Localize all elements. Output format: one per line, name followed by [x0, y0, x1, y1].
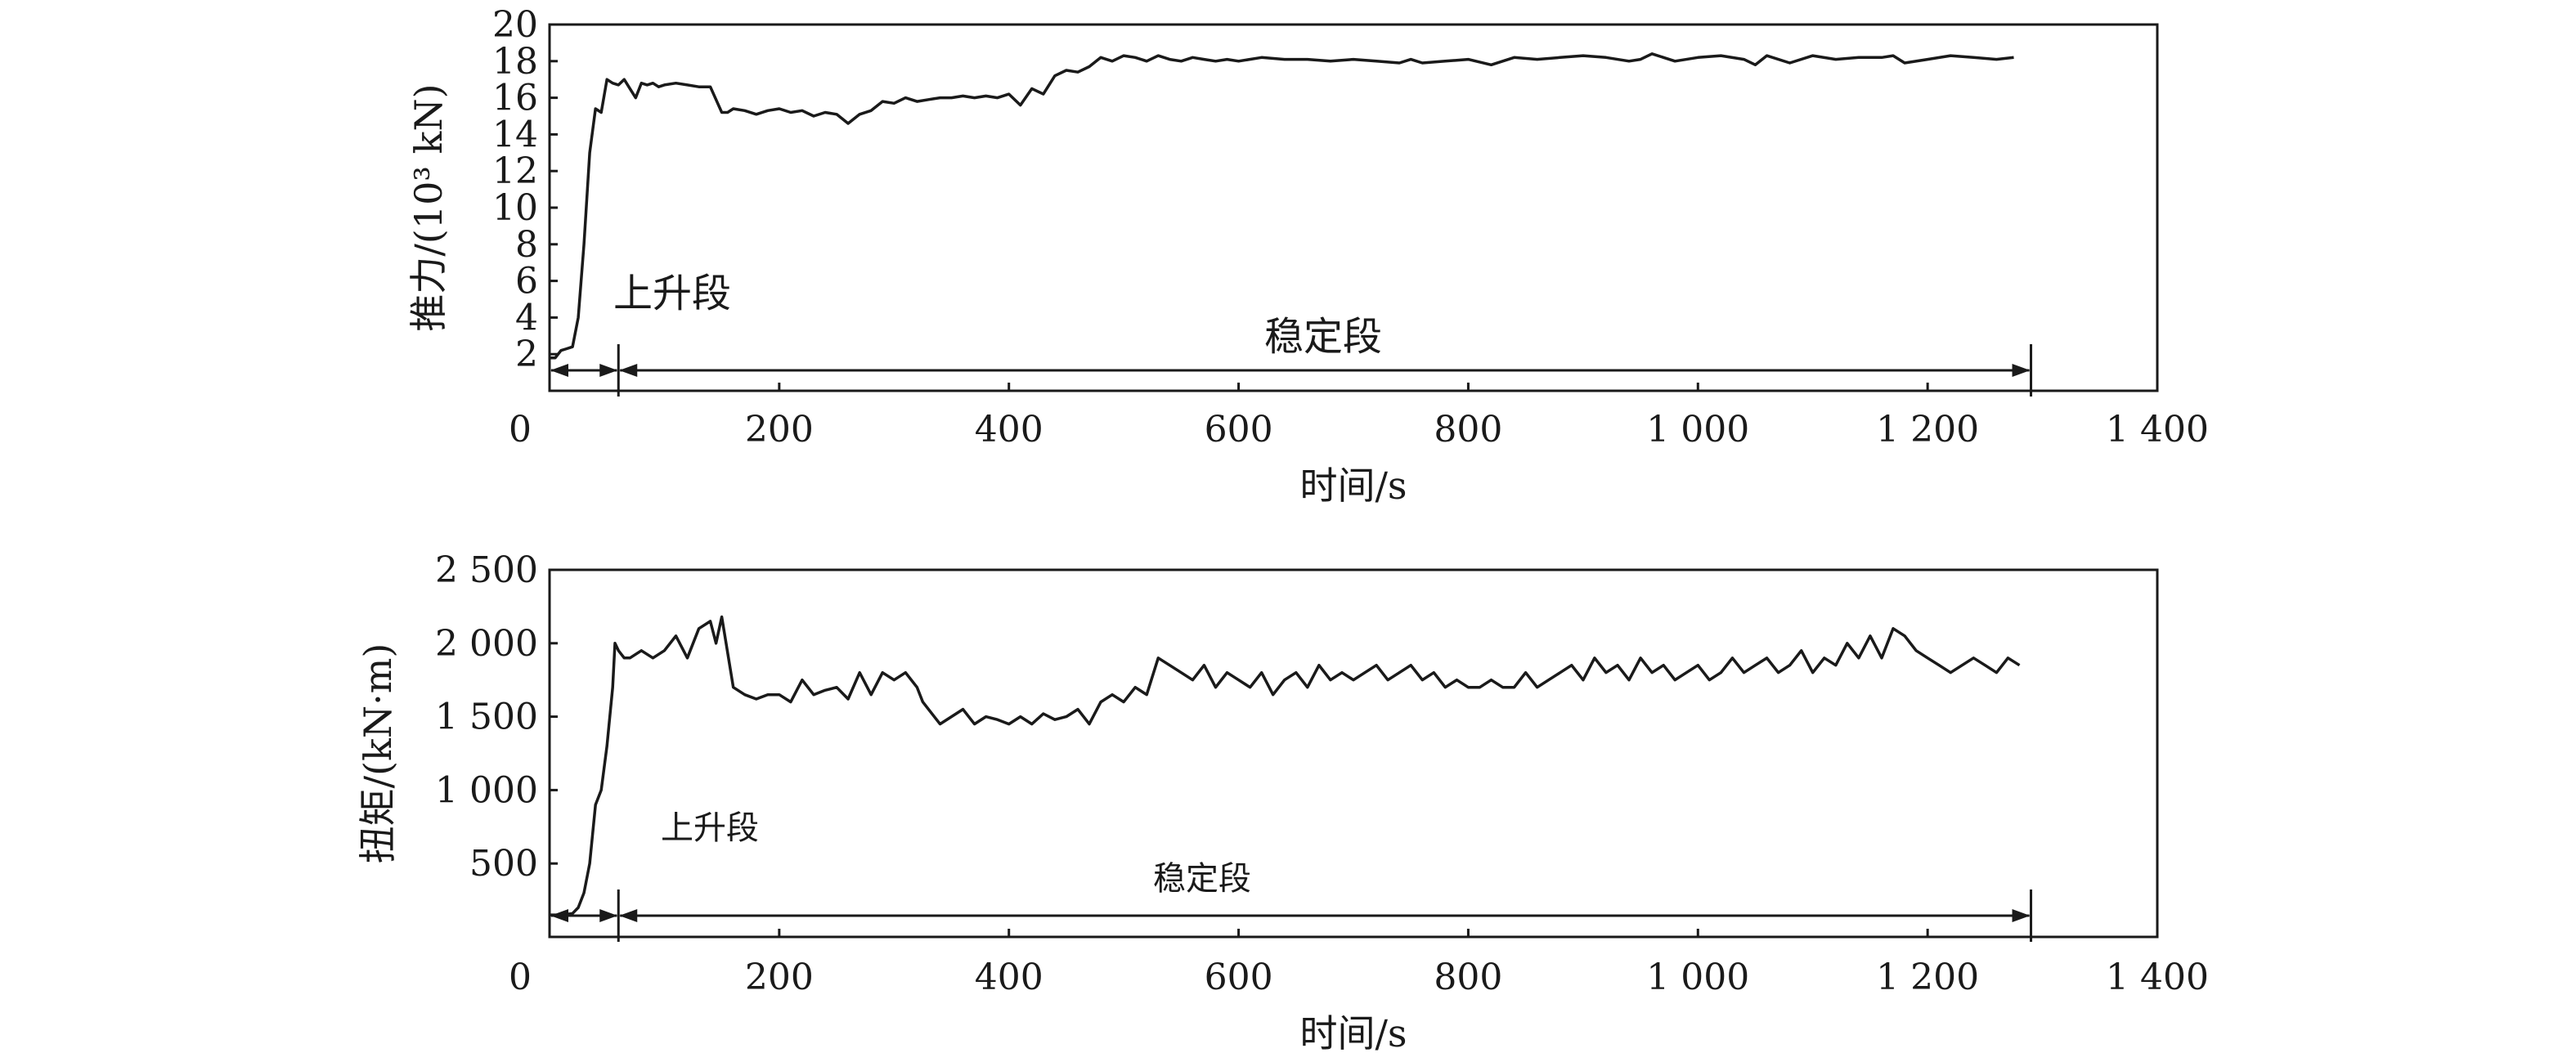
arrow-head-right	[2012, 909, 2031, 922]
phase-arrow: 稳定段	[619, 314, 2033, 397]
arrow-head-left	[619, 364, 638, 377]
y-tick-label: 1 000	[435, 769, 538, 811]
y-tick-label: 20	[492, 4, 538, 46]
torque-chart: 500 1 000 1 500 2 000 2 500 0 200 400 600 800 1 00…	[356, 549, 2209, 1055]
y-tick-label: 8	[515, 224, 538, 266]
arrow-head-left	[619, 909, 638, 922]
arrow-head-right	[599, 909, 618, 922]
phase-arrow: 上升段	[550, 271, 731, 397]
y-tick-label: 500	[469, 843, 538, 885]
y-tick-label: 10	[492, 187, 538, 229]
x-tick-label: 200	[745, 409, 814, 450]
arrow-head-right	[2012, 364, 2031, 377]
y-tick-label: 14	[492, 114, 538, 155]
y-axis-label: 扭矩/(kN·m)	[356, 643, 400, 864]
y-tick-label: 18	[492, 41, 538, 83]
arrow-head-left	[550, 909, 568, 922]
x-tick-label: 0	[509, 957, 532, 998]
y-tick-label: 16	[492, 78, 538, 119]
x-tick-label: 600	[1205, 409, 1273, 450]
phase-label: 稳定段	[1153, 860, 1251, 898]
y-tick-label: 1 500	[435, 697, 538, 738]
x-tick-label: 1 000	[1646, 957, 1749, 998]
phase-label: 上升段	[661, 809, 759, 847]
y-tick-label: 2 000	[435, 623, 538, 665]
y-tick-label: 2 500	[435, 549, 538, 591]
x-tick-label: 200	[745, 957, 814, 998]
series-line	[550, 615, 2021, 916]
arrow-head-left	[550, 364, 568, 377]
plot-frame	[548, 568, 2159, 939]
phase-arrow: 稳定段	[619, 860, 2033, 942]
y-tick-label: 4	[515, 297, 538, 338]
series-line	[550, 52, 2014, 360]
x-axis-label: 时间/s	[1299, 1011, 1407, 1055]
phase-label: 上升段	[613, 271, 731, 316]
y-tick-label: 2	[515, 334, 538, 375]
x-axis-label: 时间/s	[1299, 464, 1407, 508]
arrow-head-right	[599, 364, 618, 377]
x-tick-label: 800	[1434, 409, 1502, 450]
phase-label: 稳定段	[1264, 314, 1382, 360]
x-tick-label: 1 400	[2106, 409, 2209, 450]
x-tick-label: 1 200	[1876, 409, 1979, 450]
x-tick-label: 800	[1434, 957, 1502, 998]
x-tick-label: 1 000	[1646, 409, 1749, 450]
y-tick-label: 6	[515, 261, 538, 302]
y-tick-label: 12	[492, 150, 538, 192]
phase-arrow: 上升段	[550, 809, 759, 942]
x-tick-label: 600	[1205, 957, 1273, 998]
y-axis-label: 推力/(10³ kN)	[406, 83, 451, 331]
x-tick-label: 400	[975, 409, 1043, 450]
x-tick-label: 0	[509, 409, 532, 450]
x-tick-label: 400	[975, 957, 1043, 998]
x-tick-label: 1 200	[1876, 957, 1979, 998]
x-tick-label: 1 400	[2106, 957, 2209, 998]
